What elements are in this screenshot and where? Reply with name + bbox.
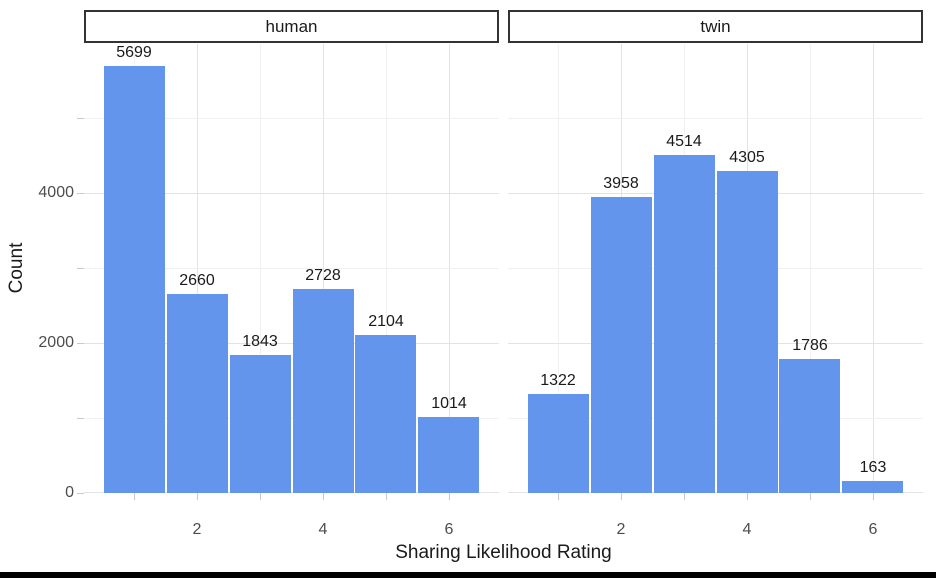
bar-human-2 <box>167 294 228 493</box>
bar-value-label: 4305 <box>729 149 765 166</box>
bar-value-label: 2104 <box>368 313 404 330</box>
bar-value-label: 1322 <box>540 372 576 389</box>
x-axis-tick <box>810 493 811 500</box>
y-axis-title: Count <box>6 242 27 294</box>
facet-strip-human: human <box>84 10 499 43</box>
y-gridline-major <box>84 193 499 194</box>
y-gridline-major <box>508 492 923 493</box>
panel-human: 5699 2660 1843 2728 2104 1014 <box>84 44 499 493</box>
x-axis-title: Sharing Likelihood Rating <box>395 542 612 563</box>
bar-human-1 <box>104 66 165 493</box>
y-axis-tick <box>77 493 84 494</box>
x-axis-tick-label: 6 <box>444 521 454 538</box>
y-gridline-minor <box>508 418 923 419</box>
bar-human-4 <box>293 289 354 493</box>
x-axis-tick-label: 2 <box>192 521 202 538</box>
y-axis-tick <box>77 418 84 419</box>
x-axis-tick-label: 2 <box>616 521 626 538</box>
y-axis-tick <box>77 343 84 344</box>
bar-value-label: 163 <box>859 459 887 476</box>
x-axis-tick <box>260 493 261 500</box>
x-axis-tick-label: 4 <box>742 521 752 538</box>
y-gridline-major <box>84 492 499 493</box>
bar-value-label: 2728 <box>305 267 341 284</box>
x-axis-tick <box>684 493 685 500</box>
bar-value-label: 1843 <box>242 333 278 350</box>
bar-twin-3 <box>654 155 715 493</box>
y-axis-tick-label: 0 <box>65 484 74 501</box>
y-gridline-major <box>84 343 499 344</box>
bar-value-label: 3958 <box>603 175 639 192</box>
bar-twin-1 <box>528 394 589 493</box>
bar-value-label: 2660 <box>179 272 215 289</box>
y-gridline-minor <box>508 118 923 119</box>
bottom-black-bar <box>0 572 936 578</box>
bar-value-label: 5699 <box>116 44 152 61</box>
bar-twin-6 <box>842 481 903 493</box>
facet-strip-twin: twin <box>508 10 923 43</box>
bar-value-label: 4514 <box>666 133 702 150</box>
x-axis-tick <box>621 493 622 500</box>
bar-value-label: 1786 <box>792 337 828 354</box>
panel-twin: 1322 3958 4514 4305 1786 163 <box>508 44 923 493</box>
y-gridline-minor <box>84 418 499 419</box>
y-axis-tick <box>77 193 84 194</box>
x-axis-tick <box>197 493 198 500</box>
y-axis-tick <box>77 118 84 119</box>
y-axis-tick-label: 4000 <box>38 184 74 201</box>
x-axis-tick <box>386 493 387 500</box>
bar-value-label: 1014 <box>431 395 467 412</box>
x-axis-tick-label: 6 <box>868 521 878 538</box>
bar-human-6 <box>418 417 479 493</box>
bar-human-5 <box>355 335 416 493</box>
y-gridline-major <box>508 343 923 344</box>
y-gridline-major <box>508 193 923 194</box>
x-axis-tick <box>747 493 748 500</box>
y-gridline-minor <box>84 268 499 269</box>
x-axis-tick <box>449 493 450 500</box>
y-axis-tick <box>77 268 84 269</box>
bar-human-3 <box>230 355 291 493</box>
bar-twin-4 <box>717 171 778 493</box>
y-gridline-minor <box>84 118 499 119</box>
y-gridline-minor <box>508 268 923 269</box>
x-axis-tick-label: 4 <box>318 521 328 538</box>
x-axis-tick <box>323 493 324 500</box>
y-axis-tick-label: 2000 <box>38 334 74 351</box>
x-axis-tick <box>558 493 559 500</box>
x-axis-tick <box>134 493 135 500</box>
x-axis-tick <box>873 493 874 500</box>
bar-twin-5 <box>779 359 840 493</box>
bar-twin-2 <box>591 197 652 493</box>
